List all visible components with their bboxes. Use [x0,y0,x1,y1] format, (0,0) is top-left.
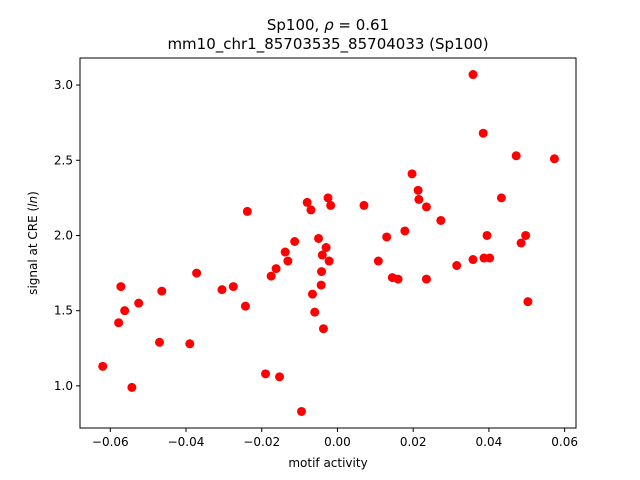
data-point [413,185,423,195]
data-point [468,70,478,80]
data-point [307,289,317,299]
data-point [290,236,300,246]
data-point [324,256,334,266]
data-point [323,193,333,203]
data-point [261,369,271,379]
data-point [516,238,526,248]
data-points [98,70,559,416]
y-tick-label: 2.0 [54,228,73,242]
data-point [400,226,410,236]
data-point [414,194,424,204]
data-point [485,253,495,263]
data-point [478,128,488,138]
data-point [549,154,559,164]
data-point [192,268,202,278]
plot-background [80,58,576,428]
plot-frame [79,57,577,429]
data-point [127,382,137,392]
data-point [306,205,316,215]
data-point [240,301,250,311]
data-point [523,297,533,307]
data-point [511,151,521,161]
data-point [275,372,285,382]
data-point [296,406,306,416]
plot-area: −0.06 −0.04 −0.02 0.00 0.02 0.04 0.06 1.0 1.5 2.… [54,57,578,449]
data-point [482,230,492,240]
data-point [393,274,403,284]
data-point [468,255,478,265]
x-tick-label: 0.02 [400,435,427,449]
data-point [421,274,431,284]
data-point [436,215,446,225]
x-tick-label: 0.04 [476,435,503,449]
y-tick-label: 1.5 [54,304,73,318]
data-point [373,256,383,266]
x-tick-label: −0.02 [243,435,280,449]
data-point [114,318,124,328]
y-axis-ticks: 1.0 1.5 2.0 2.5 3.0 [54,78,80,393]
x-tick-label: 0.00 [324,435,351,449]
x-axis-ticks: −0.06 −0.04 −0.02 0.00 0.02 0.04 0.06 [92,428,578,449]
data-point [217,285,227,295]
data-point [185,339,195,349]
data-point [321,243,331,253]
data-point [317,267,327,277]
data-point [302,197,312,207]
x-axis-label: motif activity [288,456,367,470]
y-tick-label: 1.0 [54,379,73,393]
y-tick-label: 3.0 [54,78,73,92]
x-tick-label: −0.06 [92,435,129,449]
data-point [157,286,167,296]
chart-title-line1: Sp100, ρ = 0.61 [267,16,389,34]
data-point [359,200,369,210]
data-point [280,247,290,257]
data-point [316,280,326,290]
data-point [155,337,165,347]
data-point [134,298,144,308]
data-point [521,230,531,240]
data-point [242,206,252,216]
data-point [228,282,238,292]
y-axis-label: signal at CRE (ln) [26,191,40,295]
data-point [326,200,336,210]
data-point [407,169,417,179]
x-tick-label: −0.04 [168,435,205,449]
data-point [98,361,108,371]
data-point [421,202,431,212]
data-point [314,233,324,243]
data-point [116,282,126,292]
chart-title-line2: mm10_chr1_85703535_85704033 (Sp100) [167,35,488,54]
data-point [452,261,462,271]
data-point [120,306,130,316]
data-point [318,324,328,334]
data-point [317,250,327,260]
data-point [283,256,293,266]
data-point [382,232,392,242]
y-tick-label: 2.5 [54,153,73,167]
x-tick-label: 0.06 [551,435,578,449]
data-point [496,193,506,203]
data-point [271,264,281,274]
data-point [266,271,276,281]
data-point [310,307,320,317]
